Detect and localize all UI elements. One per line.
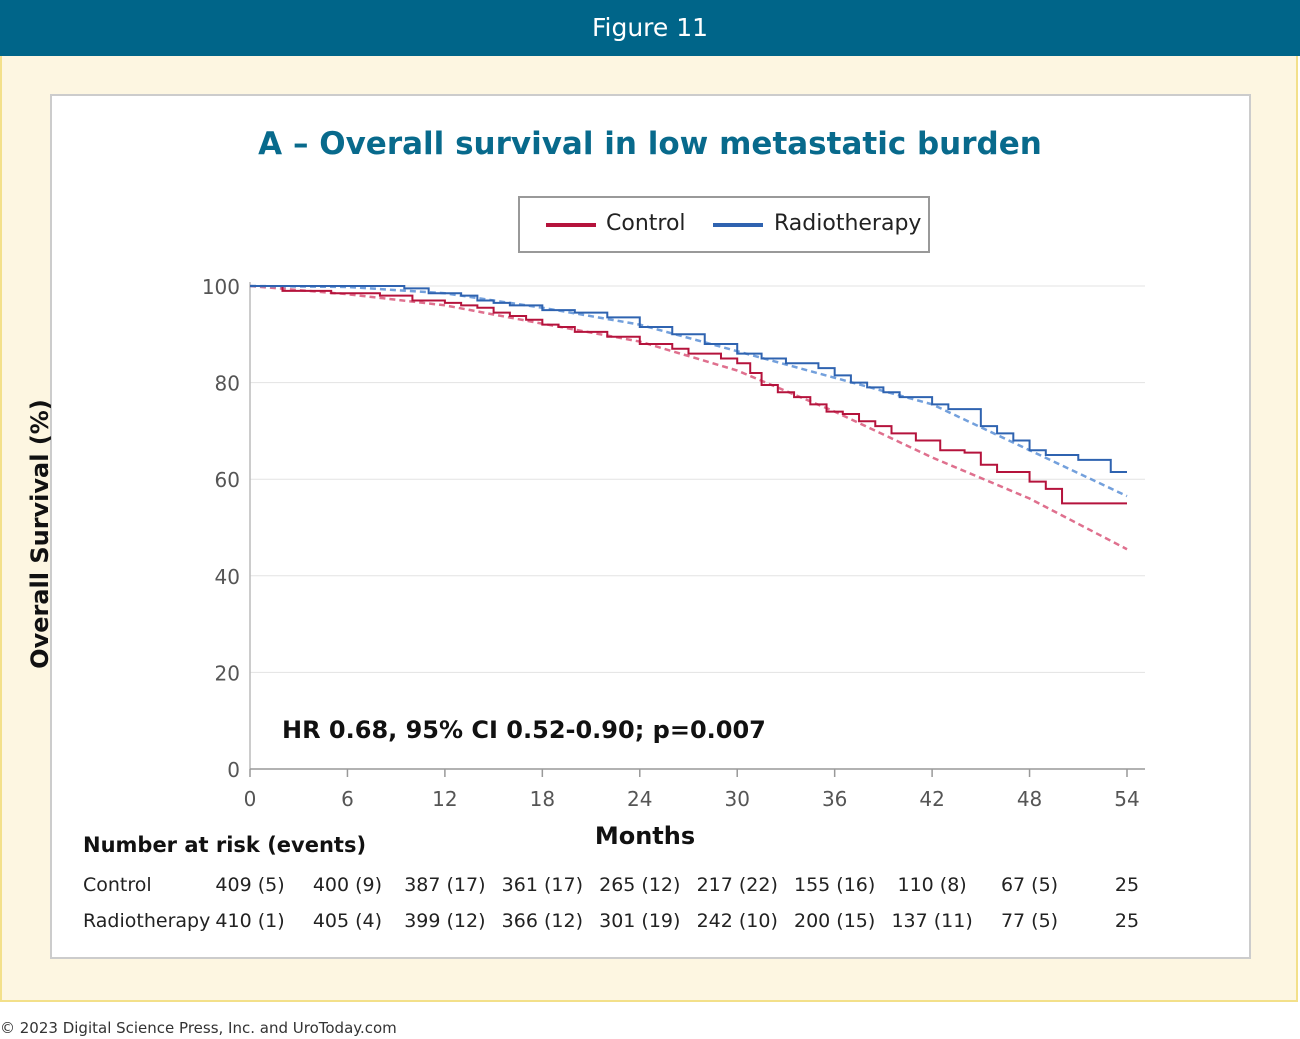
chart-title: A – Overall survival in low metastatic b… (258, 126, 1042, 162)
y-tick-label-20: 20 (215, 661, 240, 685)
y-tick-label-80: 80 (215, 372, 240, 396)
y-tick-label-60: 60 (215, 468, 240, 492)
copyright-footer: © 2023 Digital Science Press, Inc. and U… (0, 1019, 397, 1037)
risk-cell: 25 (1114, 874, 1140, 896)
legend-control-swatch (546, 223, 596, 227)
risk-cell: 301 (19) (599, 910, 681, 932)
chart-legend: Control Radiotherapy (518, 196, 930, 253)
hazard-ratio-annotation: HR 0.68, 95% CI 0.52-0.90; p=0.007 (282, 716, 766, 744)
risk-row-label-radiotherapy: Radiotherapy (83, 910, 211, 932)
risk-cell: 137 (11) (891, 910, 973, 932)
x-tick-label-42: 42 (919, 787, 944, 811)
x-tick-label-18: 18 (530, 787, 555, 811)
risk-cell: 410 (1) (215, 910, 285, 932)
fitted-curve-2 (249, 284, 1128, 551)
risk-cell: 405 (4) (312, 910, 383, 932)
x-tick-label-36: 36 (822, 787, 847, 811)
legend-control-label: Control (606, 211, 686, 236)
risk-cell: 67 (5) (1000, 874, 1059, 896)
risk-cell: 110 (8) (897, 874, 967, 896)
y-tick-label-100: 100 (202, 275, 240, 299)
legend-radiotherapy-label: Radiotherapy (774, 211, 922, 236)
risk-cell: 409 (5) (215, 874, 285, 896)
km-curve-radiotherapy (250, 285, 1127, 473)
y-tick-label-0: 0 (227, 758, 240, 782)
x-tick-label-48: 48 (1017, 787, 1042, 811)
fitted-curve-3 (249, 284, 1128, 498)
risk-cell: 200 (15) (794, 910, 876, 932)
legend-radiotherapy-swatch (713, 223, 763, 227)
km-curve-control (250, 285, 1127, 505)
x-tick-label-12: 12 (432, 787, 457, 811)
risk-cell: 400 (9) (312, 874, 383, 896)
risk-cell: 361 (17) (501, 874, 583, 896)
risk-cell: 387 (17) (404, 874, 486, 896)
risk-cell: 155 (16) (794, 874, 876, 896)
x-axis-title: Months (594, 822, 696, 850)
x-tick-label-0: 0 (244, 787, 257, 811)
risk-cell: 242 (10) (696, 910, 778, 932)
y-tick-label-40: 40 (215, 565, 240, 589)
risk-table-title: Number at risk (events) (83, 833, 367, 857)
x-tick-label-6: 6 (341, 787, 354, 811)
x-tick-label-54: 54 (1114, 787, 1139, 811)
risk-cell: 25 (1114, 910, 1140, 932)
risk-cell: 366 (12) (501, 910, 583, 932)
risk-cell: 399 (12) (404, 910, 486, 932)
figure-header (0, 0, 1300, 56)
x-tick-label-24: 24 (627, 787, 652, 811)
risk-row-label-control: Control (83, 874, 152, 896)
x-tick-label-30: 30 (724, 787, 749, 811)
risk-cell: 77 (5) (1000, 910, 1059, 932)
risk-cell: 217 (22) (696, 874, 778, 896)
figure-label: Figure 11 (591, 13, 709, 42)
risk-cell: 265 (12) (599, 874, 681, 896)
